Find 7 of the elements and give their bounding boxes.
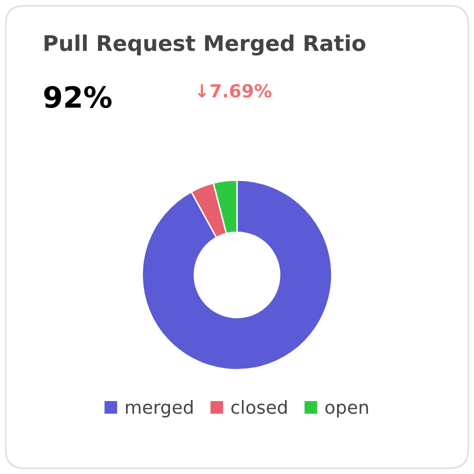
legend-label: closed xyxy=(231,400,287,414)
text: 92% xyxy=(44,86,112,108)
legend-label: open xyxy=(325,404,368,418)
text: ↓7.69% xyxy=(198,84,272,98)
chart-title: Pull Request Merged Ratio xyxy=(44,34,366,56)
legend-label: merged xyxy=(126,400,193,418)
donut-slice xyxy=(142,179,332,370)
